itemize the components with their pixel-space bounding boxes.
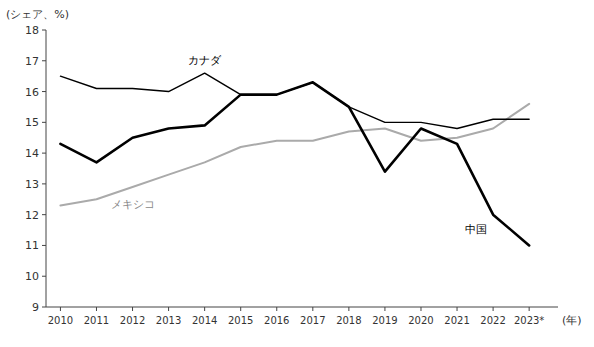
x-tick	[240, 307, 241, 311]
series-label: カナダ	[188, 54, 222, 67]
x-tick	[168, 307, 169, 311]
x-tick	[420, 307, 421, 311]
x-tick	[96, 307, 97, 311]
x-tick	[276, 307, 277, 311]
x-tick	[60, 307, 61, 311]
x-axis-line	[46, 307, 558, 308]
y-tick	[42, 60, 46, 61]
y-tick-label: 14	[25, 147, 39, 160]
y-tick	[42, 122, 46, 123]
y-tick-label: 13	[25, 178, 39, 191]
chart: 9 10 11 12 13 14 15 16 17 18 2010 2011 2012 2013 2014 2…	[0, 0, 594, 347]
x-tick-label: 2021	[444, 315, 469, 326]
y-tick	[42, 91, 46, 92]
x-tick	[348, 307, 349, 311]
x-tick-label: 2014	[192, 315, 217, 326]
y-tick	[42, 276, 46, 277]
x-tick	[384, 307, 385, 311]
x-tick-label: 2017	[300, 315, 325, 326]
x-tick	[312, 307, 313, 311]
x-tick-label: 2010	[48, 315, 73, 326]
y-tick	[42, 307, 46, 308]
x-axis-label: (年)	[562, 314, 582, 327]
series-line	[60, 73, 529, 128]
x-tick-label: 2012	[120, 315, 145, 326]
x-tick-label: 2019	[372, 315, 397, 326]
y-tick-label: 15	[25, 116, 39, 129]
y-tick-label: 10	[25, 270, 39, 283]
y-tick-label: 16	[25, 86, 39, 99]
x-tick	[529, 307, 530, 311]
x-tick-label: 2013	[156, 315, 181, 326]
series-line	[60, 82, 529, 245]
x-tick-label: 2011	[84, 315, 109, 326]
y-axis-label: (シェア、%)	[6, 8, 69, 21]
y-tick-label: 18	[25, 24, 39, 37]
y-tick	[42, 153, 46, 154]
series-label: 中国	[465, 223, 487, 236]
series-line	[60, 104, 529, 206]
x-tick-label: 2023*	[514, 315, 544, 326]
plot-area	[60, 73, 529, 245]
x-tick-label: 2016	[264, 315, 289, 326]
y-tick-label: 9	[32, 301, 39, 314]
y-tick-label: 12	[25, 209, 39, 222]
x-tick	[457, 307, 458, 311]
series-label: メキシコ	[111, 198, 155, 211]
x-tick-label: 2022	[480, 315, 505, 326]
x-tick	[493, 307, 494, 311]
x-tick	[132, 307, 133, 311]
x-tick-label: 2018	[336, 315, 361, 326]
y-tick	[42, 30, 46, 31]
y-tick	[42, 245, 46, 246]
y-axis-line	[46, 30, 47, 307]
x-tick	[204, 307, 205, 311]
y-tick-label: 17	[25, 55, 39, 68]
x-tick-label: 2015	[228, 315, 253, 326]
y-tick	[42, 183, 46, 184]
y-tick-label: 11	[25, 239, 39, 252]
x-tick-label: 2020	[408, 315, 433, 326]
y-tick	[42, 214, 46, 215]
